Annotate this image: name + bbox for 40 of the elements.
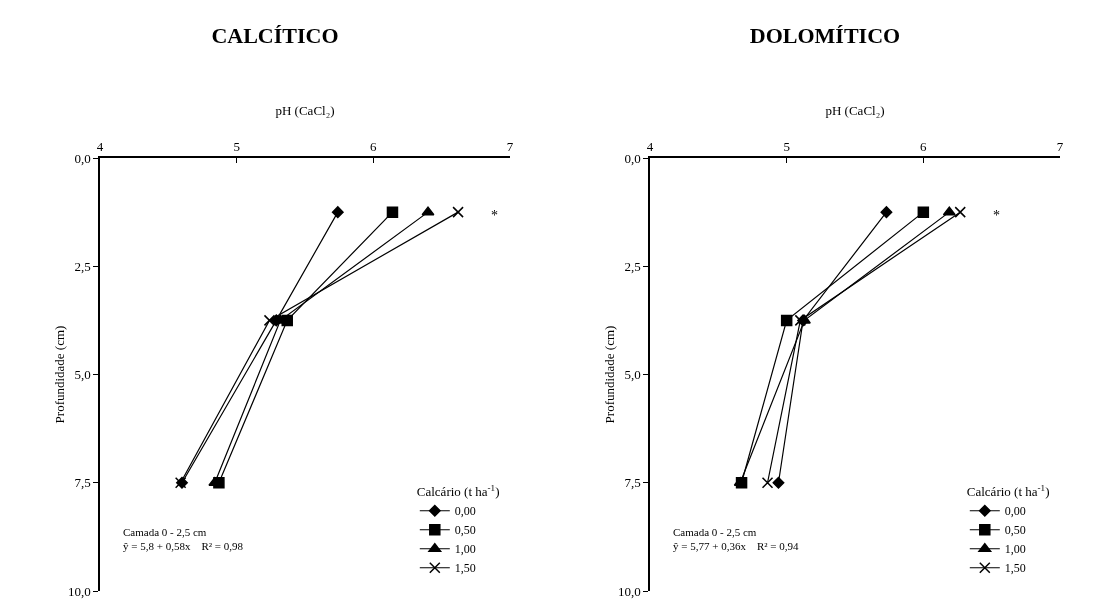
x-axis-title: pH (CaCl₂): [275, 103, 335, 118]
legend-label: 0,50: [454, 523, 476, 538]
legend-title: Calcário (t ha$^{-1}$): [416, 482, 500, 500]
y-axis-title: Profundidade (cm): [601, 325, 617, 424]
x-tick-label: 7: [1056, 139, 1064, 155]
legend-label: 0,50: [1004, 523, 1026, 538]
annotation: Camada 0 - 2,5 cm: [673, 526, 757, 538]
y-tick-label: 7,5: [74, 475, 91, 491]
annotation: *: [491, 208, 498, 223]
legend-label: 0,00: [454, 504, 476, 519]
chart-title: DOLOMÍTICO: [749, 22, 901, 48]
x-tick-label: 6: [370, 139, 378, 155]
legend-label: 1,50: [454, 561, 476, 576]
y-tick-label: 10,0: [67, 583, 91, 599]
annotation: ŷ = 5,8 + 0,58x R² = 0,98: [123, 540, 244, 553]
annotation: *: [993, 208, 1000, 223]
y-axis-title: Profundidade (cm): [51, 325, 67, 424]
x-tick-label: 5: [783, 139, 790, 155]
y-tick-label: 2,5: [74, 258, 91, 274]
legend-label: 1,00: [454, 542, 476, 557]
x-tick-label: 6: [920, 139, 928, 155]
y-tick-label: 5,0: [624, 367, 641, 383]
x-tick-label: 5: [233, 139, 240, 155]
legend-label: 1,00: [1004, 542, 1026, 557]
x-axis-title: pH (CaCl₂): [825, 103, 885, 118]
y-tick-label: 2,5: [624, 258, 641, 274]
legend-title: Calcário (t ha$^{-1}$): [966, 482, 1050, 500]
y-tick-label: 0,0: [74, 150, 91, 166]
y-tick-label: 0,0: [624, 150, 641, 166]
legend-label: 1,50: [1004, 561, 1026, 576]
x-tick-label: 7: [506, 139, 514, 155]
annotation: ŷ = 5,77 + 0,36x R² = 0,94: [673, 540, 799, 553]
y-tick-label: 7,5: [624, 475, 641, 491]
x-tick-label: 4: [646, 139, 654, 155]
y-tick-label: 5,0: [74, 367, 91, 383]
annotation: Camada 0 - 2,5 cm: [123, 526, 207, 538]
x-tick-label: 4: [96, 139, 104, 155]
y-tick-label: 10,0: [617, 583, 641, 599]
chart-title: CALCÍTICO: [211, 22, 339, 48]
legend-label: 0,00: [1004, 504, 1026, 519]
